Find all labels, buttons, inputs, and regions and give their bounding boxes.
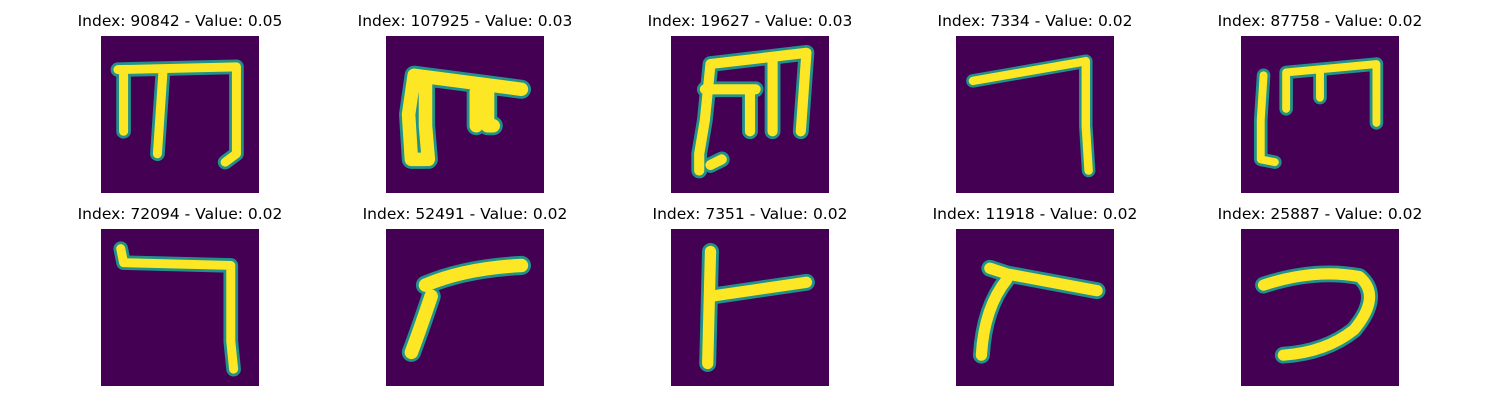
panel-title: Index: 72094 - Value: 0.02: [40, 204, 320, 224]
sample-panel-7: Index: 52491 - Value: 0.02: [325, 204, 605, 394]
sample-panel-5: Index: 87758 - Value: 0.02: [1180, 11, 1460, 201]
panel-title: Index: 52491 - Value: 0.02: [325, 204, 605, 224]
sample-panel-1: Index: 90842 - Value: 0.05: [40, 11, 320, 201]
panel-title: Index: 19627 - Value: 0.03: [610, 11, 890, 31]
glyph-image: [1241, 36, 1399, 193]
sample-panel-6: Index: 72094 - Value: 0.02: [40, 204, 320, 394]
glyph-image: [386, 36, 544, 193]
sample-panel-10: Index: 25887 - Value: 0.02: [1180, 204, 1460, 394]
panel-title: Index: 7351 - Value: 0.02: [610, 204, 890, 224]
panel-title: Index: 107925 - Value: 0.03: [325, 11, 605, 31]
glyph-image: [101, 36, 259, 193]
glyph-image: [386, 229, 544, 386]
glyph-image: [671, 36, 829, 193]
panel-title: Index: 87758 - Value: 0.02: [1180, 11, 1460, 31]
glyph-image: [956, 229, 1114, 386]
glyph-image: [101, 229, 259, 386]
sample-panel-3: Index: 19627 - Value: 0.03: [610, 11, 890, 201]
panel-title: Index: 90842 - Value: 0.05: [40, 11, 320, 31]
sample-panel-9: Index: 11918 - Value: 0.02: [895, 204, 1175, 394]
panel-title: Index: 7334 - Value: 0.02: [895, 11, 1175, 31]
panel-title: Index: 25887 - Value: 0.02: [1180, 204, 1460, 224]
panel-title: Index: 11918 - Value: 0.02: [895, 204, 1175, 224]
sample-panel-8: Index: 7351 - Value: 0.02: [610, 204, 890, 394]
sample-panel-4: Index: 7334 - Value: 0.02: [895, 11, 1175, 201]
glyph-image: [1241, 229, 1399, 386]
sample-panel-2: Index: 107925 - Value: 0.03: [325, 11, 605, 201]
glyph-image: [956, 36, 1114, 193]
glyph-image: [671, 229, 829, 386]
